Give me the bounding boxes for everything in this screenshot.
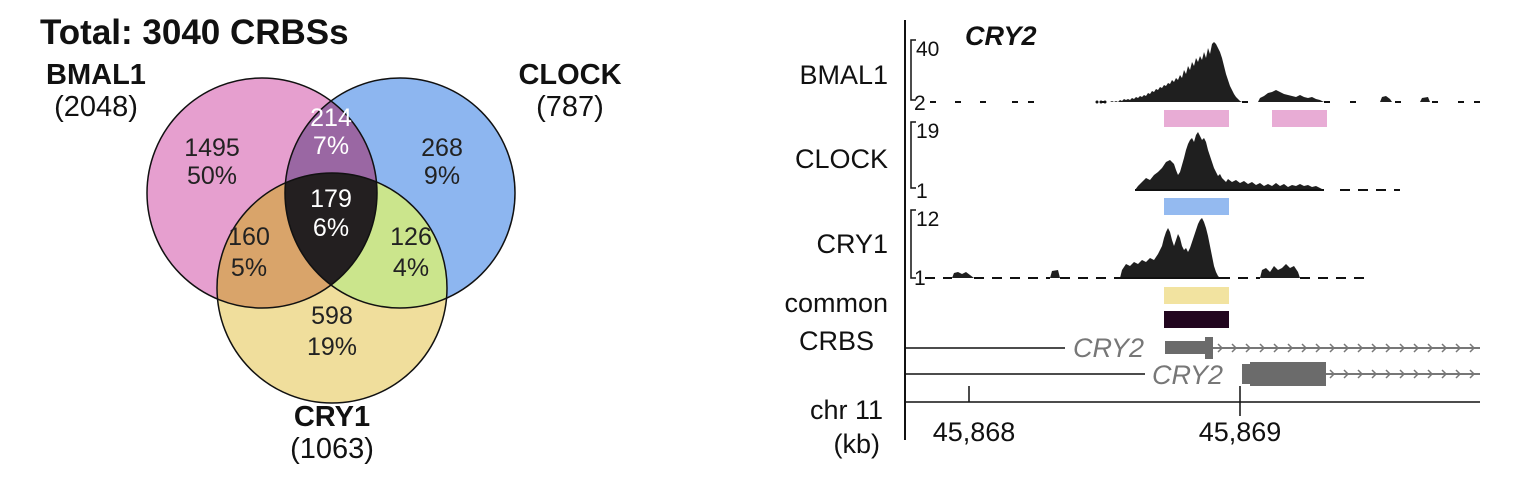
bmal1-peak-bar-1 (1164, 110, 1229, 127)
cry1-scale-min: 1 (914, 267, 926, 290)
axis-tick-45868: 45,868 (933, 417, 1016, 447)
venn-diagram: Total: 3040 CRBSs BMAL1 (2048) CLOCK (78… (40, 13, 622, 465)
region-bmal1-only-count: 1495 (184, 134, 240, 162)
clock-scale-min: 1 (916, 180, 928, 203)
gene-title: CRY2 (965, 21, 1037, 51)
bmal1-signal (1110, 42, 1242, 102)
signal-tracks (952, 42, 1430, 278)
bmal1-signal-4 (1420, 97, 1430, 102)
venn-title: Total: 3040 CRBSs (40, 13, 349, 52)
transcript-2-strand-arrows (1329, 369, 1476, 379)
region-cry1-only-count: 598 (311, 302, 353, 330)
bmal1-signal-3 (1380, 96, 1392, 102)
region-clock-only-pct: 9% (424, 162, 460, 190)
set-label-bmal1: BMAL1 (46, 59, 146, 91)
cry1-signal-4 (1050, 270, 1060, 278)
cry1-signal-2 (1260, 264, 1300, 278)
cry1-signal (1120, 218, 1220, 278)
axis-tick-45869: 45,869 (1199, 417, 1282, 447)
cry1-signal-3 (952, 272, 974, 278)
region-all-count: 179 (310, 185, 352, 213)
transcript-1-strand-arrows (1217, 343, 1476, 353)
track-label-cry1: CRY1 (816, 229, 888, 259)
bmal1-scale-min: 2 (914, 92, 926, 115)
set-count-cry1: (1063) (290, 433, 374, 465)
region-bmal1-cry1-pct: 5% (231, 254, 267, 282)
track-label-bmal1: BMAL1 (799, 60, 888, 90)
region-all-pct: 6% (313, 214, 349, 242)
common-crbs-bar (1164, 311, 1229, 328)
set-count-clock: (787) (536, 91, 604, 123)
clock-scale-max: 19 (916, 120, 939, 143)
genome-browser: CRY2 BMAL1 CLOCK CRY1 common CRBS 40 2 1… (784, 20, 1480, 459)
axis-chrom-label: chr 11 (810, 395, 883, 425)
transcript-label-2: CRY2 (1152, 360, 1223, 390)
cry1-scale-max: 12 (916, 208, 939, 231)
region-clock-cry1-pct: 4% (393, 254, 429, 282)
region-bmal1-cry1-count: 160 (228, 223, 270, 251)
region-clock-cry1-count: 126 (390, 223, 432, 251)
region-bmal1-clock-count: 214 (310, 104, 352, 132)
crbs-label: CRBS (799, 326, 874, 356)
transcript-label-1: CRY2 (1073, 333, 1144, 363)
axis-unit-label: (kb) (834, 429, 881, 459)
set-label-cry1: CRY1 (294, 401, 370, 433)
cry1-peak-bar (1164, 287, 1229, 304)
clock-signal (1135, 132, 1324, 190)
common-label: common (784, 288, 888, 318)
track-label-clock: CLOCK (795, 144, 888, 174)
clock-peak-bar (1164, 198, 1229, 215)
bmal1-scale-max: 40 (916, 38, 939, 61)
region-cry1-only-pct: 19% (307, 333, 357, 361)
bmal1-peak-bar-2 (1272, 110, 1327, 127)
set-count-bmal1: (2048) (54, 91, 138, 123)
region-clock-only-count: 268 (421, 134, 463, 162)
region-bmal1-only-pct: 50% (187, 162, 237, 190)
region-bmal1-clock-pct: 7% (313, 132, 349, 160)
set-label-clock: CLOCK (518, 59, 621, 91)
bmal1-signal-2 (1258, 90, 1324, 102)
